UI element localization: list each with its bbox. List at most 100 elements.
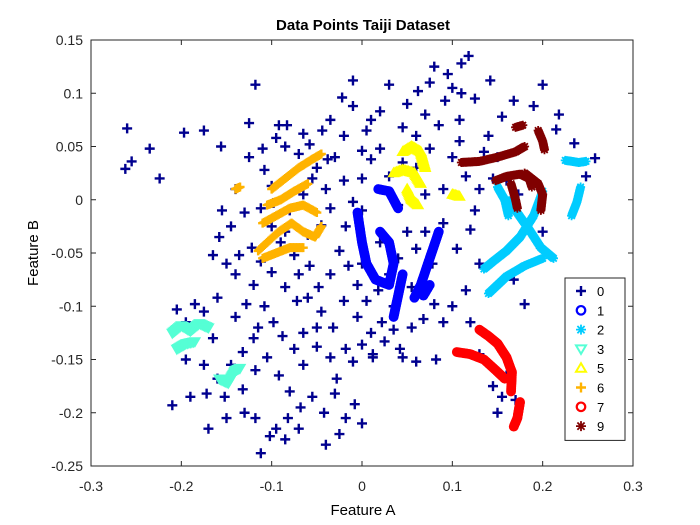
data-point	[304, 260, 315, 271]
data-point	[280, 282, 291, 293]
data-point	[361, 125, 372, 136]
data-point	[527, 182, 537, 192]
data-point	[397, 352, 408, 363]
data-point	[201, 388, 212, 399]
data-point	[307, 173, 318, 184]
data-point	[518, 120, 528, 130]
data-point	[508, 95, 519, 106]
data-point	[216, 141, 227, 152]
data-point	[293, 148, 304, 159]
data-point	[551, 124, 562, 135]
data-point	[388, 324, 399, 335]
data-point	[528, 101, 539, 112]
data-point	[474, 184, 485, 195]
data-point	[237, 384, 248, 395]
data-point	[230, 269, 241, 280]
data-point	[259, 301, 270, 312]
data-point	[479, 264, 489, 274]
data-point	[463, 50, 474, 61]
data-point	[255, 448, 266, 459]
data-point	[424, 143, 435, 154]
data-point	[120, 163, 131, 174]
data-point	[221, 258, 232, 269]
data-point	[264, 431, 275, 442]
data-point	[154, 173, 165, 184]
data-point	[411, 130, 422, 141]
data-point	[537, 226, 548, 237]
data-point	[311, 341, 322, 352]
data-point	[424, 77, 435, 88]
data-point	[202, 323, 215, 335]
data-point	[478, 146, 489, 157]
legend-marker	[574, 361, 588, 373]
legend-label: 7	[597, 400, 604, 415]
data-point	[411, 356, 422, 367]
data-point	[569, 138, 580, 149]
data-point	[319, 407, 330, 418]
y-axis-label: Feature B	[25, 220, 42, 286]
legend-label: 9	[597, 419, 604, 434]
data-point	[352, 279, 363, 290]
data-point	[337, 92, 348, 103]
data-point	[454, 136, 465, 147]
data-point	[347, 196, 358, 207]
legend-marker	[576, 421, 586, 432]
data-point	[442, 69, 453, 80]
data-point	[325, 203, 336, 214]
data-point	[393, 203, 404, 214]
data-point	[241, 299, 252, 310]
points-layer	[120, 50, 601, 459]
data-point	[311, 322, 322, 333]
data-point	[340, 343, 351, 354]
data-point	[366, 114, 377, 125]
legend-marker	[576, 286, 586, 296]
data-point	[325, 352, 336, 363]
legend-label: 0	[597, 284, 604, 299]
data-point	[250, 413, 261, 424]
data-point	[418, 290, 429, 301]
data-point	[198, 359, 209, 370]
data-point	[320, 439, 331, 450]
data-point	[312, 208, 322, 218]
data-point	[322, 154, 333, 165]
data-point	[581, 171, 592, 182]
data-point	[185, 391, 196, 402]
data-point	[340, 413, 351, 424]
data-point	[451, 243, 462, 254]
data-point	[520, 142, 530, 151]
data-point	[512, 203, 522, 213]
data-point	[376, 317, 387, 328]
data-point	[282, 120, 293, 131]
data-point	[189, 299, 200, 310]
x-tick-label: -0.3	[79, 478, 103, 494]
data-point	[413, 86, 424, 97]
data-point	[317, 125, 328, 136]
data-point	[203, 423, 214, 434]
legend: 0 1 2 3 5 6 7 9	[564, 277, 626, 441]
data-point	[590, 153, 601, 164]
data-point	[235, 182, 245, 192]
data-point	[433, 120, 444, 131]
y-tick-label: -0.05	[51, 245, 83, 261]
data-point	[352, 311, 363, 322]
data-point	[357, 339, 367, 350]
legend-label: 1	[597, 303, 604, 318]
data-point	[420, 226, 431, 237]
data-point	[375, 106, 386, 117]
data-point	[338, 295, 349, 306]
data-point	[230, 311, 241, 322]
data-point	[331, 373, 342, 384]
data-point	[537, 79, 548, 90]
data-point	[221, 413, 232, 424]
data-point	[429, 299, 440, 310]
legend-label: 6	[597, 381, 604, 396]
data-point	[347, 101, 358, 112]
series-3	[166, 319, 247, 390]
data-point	[338, 175, 349, 186]
data-point	[454, 114, 465, 125]
data-point	[280, 434, 291, 445]
data-point	[440, 95, 451, 106]
series-9	[456, 120, 549, 215]
data-point	[273, 370, 284, 381]
x-tick-label: 0	[358, 478, 366, 494]
